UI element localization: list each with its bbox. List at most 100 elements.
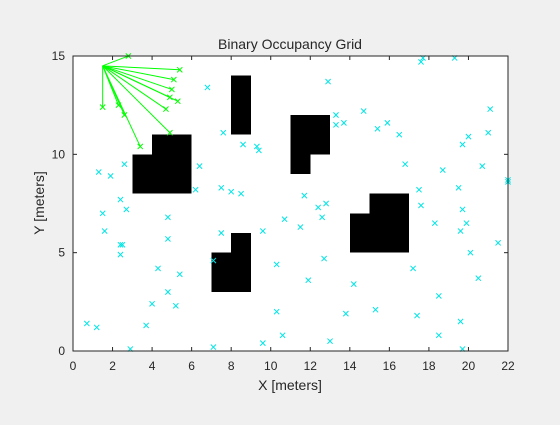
particle-marker <box>210 257 217 264</box>
particle-marker <box>279 332 286 339</box>
x-tick-label: 4 <box>149 359 156 373</box>
particle-marker <box>123 206 130 213</box>
occupied-cell <box>211 252 251 292</box>
particle-stroke <box>273 261 280 268</box>
particle-stroke <box>220 129 227 136</box>
particle-marker <box>374 125 381 132</box>
ray-endpoint-marker <box>99 104 106 111</box>
particle-stroke <box>273 308 280 315</box>
particle-stroke <box>164 214 171 221</box>
y-tick-label: 15 <box>52 49 66 63</box>
particle-stroke <box>418 202 424 209</box>
particle-stroke <box>342 310 349 317</box>
particle-stroke <box>485 129 492 136</box>
particle-stroke <box>192 186 199 193</box>
particle-marker <box>439 167 446 174</box>
particle-marker <box>273 308 280 315</box>
particle-stroke <box>164 289 171 295</box>
particle-stroke <box>204 84 211 91</box>
y-tick-label: 5 <box>58 246 65 260</box>
particle-stroke <box>176 271 183 278</box>
ray-endpoint-stroke <box>170 76 177 83</box>
sensor-ray <box>102 65 179 102</box>
particle-marker <box>455 184 462 191</box>
particle-stroke <box>149 300 156 307</box>
particle-stroke <box>281 216 288 223</box>
ray-endpoint-stroke <box>121 112 128 118</box>
axis-ticks-layer: 0 2 4 6 8 10 12 14 16 18 20 22 0 5 10 15 <box>52 49 515 373</box>
plot-area <box>73 56 508 351</box>
particle-marker <box>435 292 442 299</box>
particle-stroke <box>218 230 225 236</box>
particle-marker <box>240 141 246 148</box>
x-tick-label: 0 <box>70 359 77 373</box>
particle-stroke <box>439 167 446 174</box>
particle-stroke <box>117 241 124 248</box>
particle-marker <box>435 332 442 339</box>
x-tick-label: 10 <box>264 359 278 373</box>
ray-endpoint-stroke <box>99 104 106 111</box>
particle-marker <box>164 289 171 295</box>
ray-endpoint-stroke <box>162 106 169 113</box>
particle-marker <box>463 220 470 227</box>
ray-endpoint-stroke <box>166 129 173 136</box>
x-tick-label: 6 <box>188 359 195 373</box>
particle-stroke <box>95 169 102 175</box>
ray-endpoint-stroke <box>174 98 181 105</box>
particle-marker <box>99 210 106 217</box>
particle-stroke <box>121 161 128 168</box>
particle-marker <box>164 214 171 221</box>
occupied-cell <box>231 75 251 135</box>
particle-stroke <box>384 119 391 126</box>
particle-marker <box>164 235 171 242</box>
particle-stroke <box>119 241 126 248</box>
particle-stroke <box>259 228 266 234</box>
ray-endpoint-marker <box>162 106 169 113</box>
sensor-rays-layer <box>99 53 183 150</box>
particle-marker <box>83 320 90 327</box>
particle-stroke <box>372 306 379 313</box>
particle-marker <box>416 186 422 193</box>
particle-marker <box>210 344 217 351</box>
particle-stroke <box>463 220 470 227</box>
particle-stroke <box>238 190 245 197</box>
particle-stroke <box>333 121 339 128</box>
particle-stroke <box>457 228 464 234</box>
particle-marker <box>495 239 502 246</box>
particle-marker <box>305 277 312 284</box>
particle-marker <box>259 228 266 234</box>
ray-endpoint-marker <box>115 102 122 109</box>
particle-stroke <box>210 257 217 264</box>
particle-marker <box>321 255 328 262</box>
particle-marker <box>297 224 304 231</box>
ray-endpoint-stroke <box>176 66 183 73</box>
particle-marker <box>350 281 357 288</box>
ray-endpoint-marker <box>137 143 144 150</box>
sensor-ray <box>102 65 167 110</box>
ray-endpoint-stroke <box>115 102 122 109</box>
occupied-cell <box>389 213 410 253</box>
particles-layer <box>83 55 511 352</box>
x-axis-label: X [meters] <box>258 377 322 393</box>
particle-stroke <box>164 235 171 242</box>
ray-endpoint-marker <box>176 66 183 73</box>
particle-marker <box>117 241 124 248</box>
occupied-cells-layer <box>132 75 410 292</box>
particle-marker <box>487 106 494 113</box>
particle-stroke <box>255 147 262 154</box>
ray-endpoint-stroke <box>137 143 144 150</box>
particle-stroke <box>479 163 486 170</box>
ray-endpoint-marker <box>170 76 177 83</box>
particle-stroke <box>340 119 347 126</box>
occupied-cell <box>231 233 251 253</box>
particle-stroke <box>83 320 90 327</box>
particle-stroke <box>465 133 472 140</box>
particle-marker <box>459 141 466 148</box>
particle-stroke <box>297 224 304 231</box>
particle-marker <box>121 161 128 168</box>
particle-marker <box>238 190 245 197</box>
particle-marker <box>281 216 288 223</box>
particle-marker <box>155 265 161 272</box>
particle-stroke <box>319 214 326 221</box>
